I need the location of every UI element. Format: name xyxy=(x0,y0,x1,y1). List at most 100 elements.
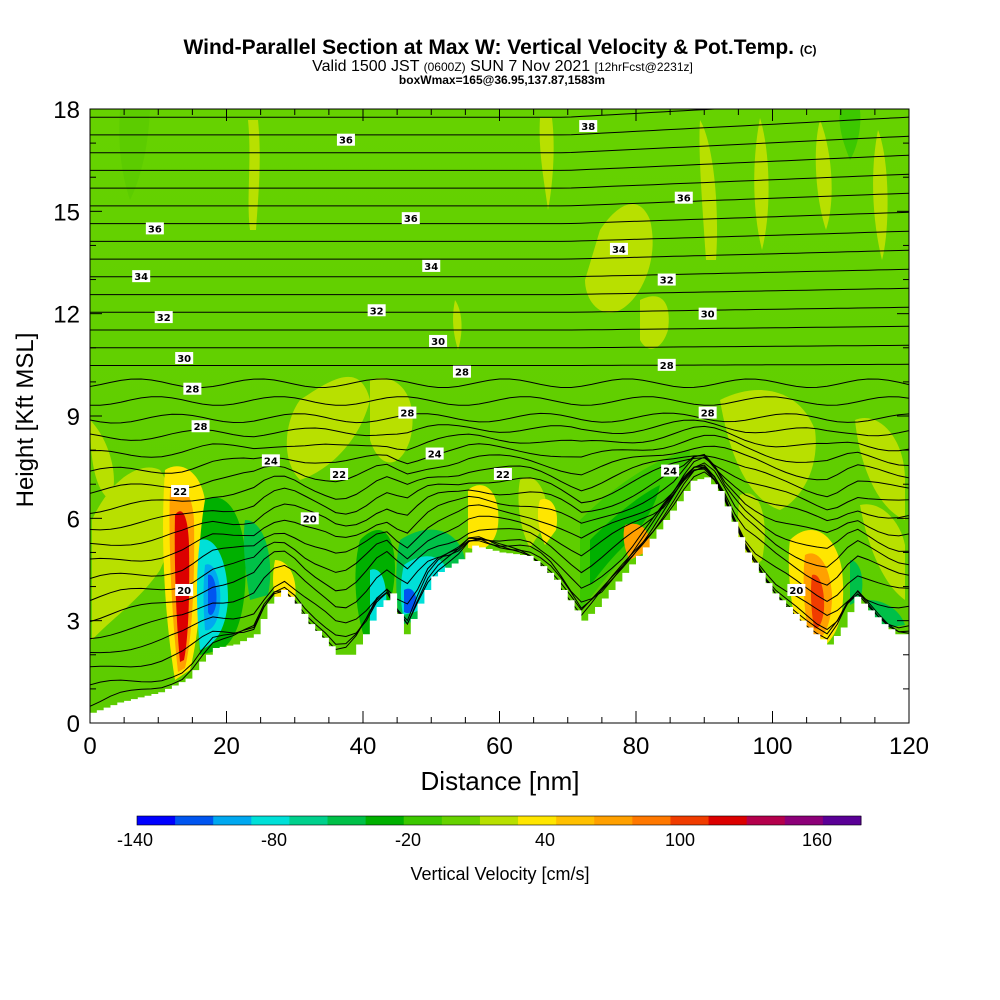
contour-label: 34 xyxy=(609,242,628,256)
valid-date: SUN 7 Nov 2021 xyxy=(470,58,591,75)
contour-label: 30 xyxy=(698,307,717,321)
contour-label-text: 38 xyxy=(581,122,595,133)
x-tick-label: 40 xyxy=(350,733,377,760)
theta-contour-line xyxy=(90,192,909,207)
colorbar-swatch xyxy=(175,816,214,825)
contour-label-text: 20 xyxy=(177,586,191,597)
colorbar-swatch xyxy=(708,816,748,825)
contour-label: 28 xyxy=(191,420,210,433)
contour-label-text: 22 xyxy=(496,470,510,481)
contour-label: 28 xyxy=(398,406,417,420)
colorbar-tick-label: -20 xyxy=(395,830,421,850)
theta-contour-line xyxy=(90,453,909,562)
colorbar-swatch xyxy=(784,816,824,825)
contour-label: 36 xyxy=(401,212,420,225)
w-patch xyxy=(810,574,825,629)
colorbar-swatch xyxy=(251,816,290,825)
theta-contour-line xyxy=(90,455,909,514)
x-axis-label: Distance [nm] xyxy=(421,766,580,796)
colorbar-swatch xyxy=(746,816,786,825)
contour-label-text: 30 xyxy=(431,337,445,348)
x-tick-label: 60 xyxy=(486,733,513,760)
contour-label-text: 32 xyxy=(660,276,674,287)
w-streak xyxy=(119,110,150,200)
theta-contour-line xyxy=(90,230,909,242)
colorbar-swatch xyxy=(518,816,557,825)
valid-utc: (0600Z) xyxy=(423,60,466,74)
forecast-info: [12hrFcst@2231z] xyxy=(594,60,693,74)
y-tick-label: 12 xyxy=(53,302,80,329)
colorbar-swatch xyxy=(289,816,329,825)
theta-contour-line xyxy=(90,412,909,424)
colorbar-tick-label: 100 xyxy=(665,830,695,850)
contour-label: 36 xyxy=(674,191,693,205)
theta-contour-line xyxy=(90,462,909,602)
contour-label-text: 22 xyxy=(332,470,346,481)
colorbar-swatch xyxy=(137,816,176,825)
contour-label-text: 28 xyxy=(701,409,715,420)
title-block: Wind-Parallel Section at Max W: Vertical… xyxy=(0,36,1000,86)
colorbar-swatch xyxy=(479,816,519,825)
w-streak xyxy=(873,130,888,260)
contour-label: 32 xyxy=(367,304,386,317)
contour-label: 20 xyxy=(787,583,806,597)
chart-subtitle: Valid 1500 JST (0600Z) SUN 7 Nov 2021 [1… xyxy=(5,58,1000,75)
colorbar-frame xyxy=(136,815,862,826)
terrain-mask xyxy=(90,477,909,723)
colorbar-swatch xyxy=(327,816,367,825)
theta-contour-line xyxy=(90,396,909,406)
contour-label: 28 xyxy=(657,358,676,372)
theta-contour-line xyxy=(90,135,909,154)
theta-contour-line xyxy=(90,467,909,623)
contour-label: 34 xyxy=(132,270,151,283)
theta-contour-line xyxy=(90,445,909,494)
theta-contour-line xyxy=(90,344,909,349)
contour-label-text: 20 xyxy=(789,586,803,597)
theta-contour-line xyxy=(90,116,909,136)
contour-label: 28 xyxy=(452,365,471,379)
theta-contour-line xyxy=(90,249,909,260)
theta-contour-line xyxy=(90,454,909,546)
x-tick-label: 20 xyxy=(213,733,240,760)
contour-label: 38 xyxy=(579,120,598,133)
theta-contour-line xyxy=(90,457,909,531)
theta-contour-line xyxy=(90,154,909,171)
x-axis: 0 20 40 60 80 100 120 xyxy=(83,109,929,760)
theta-contour-line xyxy=(90,466,909,654)
w-patch xyxy=(855,418,905,520)
theta-contour-line xyxy=(90,173,909,189)
colorbar-swatch xyxy=(365,816,405,825)
contour-label-text: 36 xyxy=(404,214,418,225)
colorbar-swatch xyxy=(822,816,862,825)
theta-contour-line xyxy=(90,211,909,225)
colorbar-swatch xyxy=(594,816,633,825)
contour-label-text: 36 xyxy=(339,136,353,147)
contour-label-text: 30 xyxy=(177,354,191,365)
theta-contour-line xyxy=(90,306,909,313)
theta-contour-line xyxy=(90,468,909,640)
contour-label-text: 24 xyxy=(264,456,278,467)
w-streak xyxy=(539,118,554,210)
contour-label: 30 xyxy=(175,352,194,365)
y-tick-label: 9 xyxy=(67,404,80,431)
w-patch xyxy=(92,467,174,640)
theta-contour-line xyxy=(90,419,909,441)
theta-contour-line xyxy=(90,363,909,366)
x-tick-label: 0 xyxy=(83,733,96,760)
contour-label-text: 28 xyxy=(455,368,469,379)
w-patch xyxy=(243,520,271,600)
colorbar-tick-label: -140 xyxy=(117,830,153,850)
theta-contours xyxy=(90,109,909,707)
colorbar-tick-label: 40 xyxy=(535,830,555,850)
contour-label-text: 28 xyxy=(400,409,414,420)
chart-title: Wind-Parallel Section at Max W: Vertical… xyxy=(0,36,1000,60)
contour-label-text: 32 xyxy=(370,306,384,317)
y-tick-label: 3 xyxy=(67,609,80,636)
contour-label: 20 xyxy=(300,512,319,525)
contour-label: 22 xyxy=(493,467,512,481)
vertical-velocity-field xyxy=(90,110,905,680)
contour-label-text: 24 xyxy=(428,450,442,461)
colorbar-label: Vertical Velocity [cm/s] xyxy=(410,864,589,884)
w-patch xyxy=(286,376,370,480)
